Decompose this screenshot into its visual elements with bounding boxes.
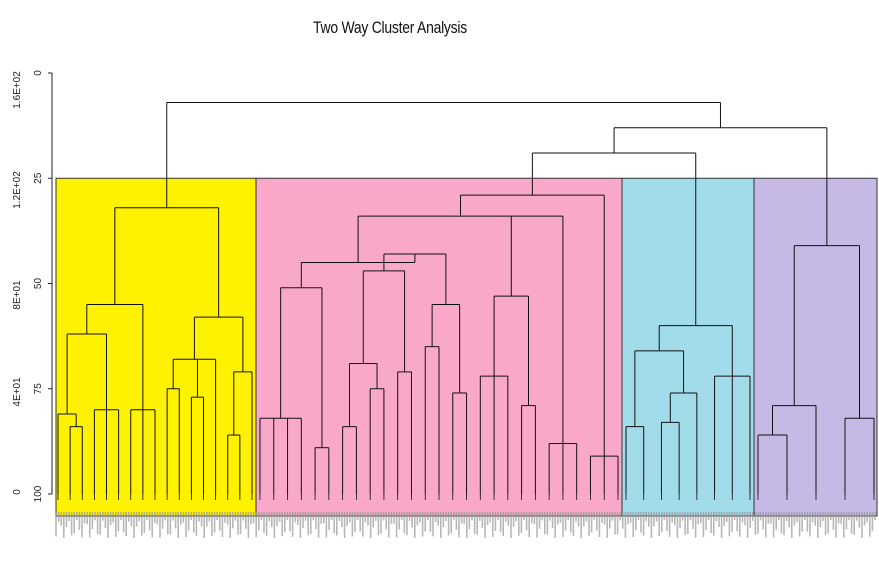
y-tick-label: 25 <box>33 172 44 184</box>
secondary-tick-label: 4E+01 <box>12 377 23 407</box>
secondary-tick-label: 8E+01 <box>12 280 23 310</box>
cluster-panel-3 <box>621 177 755 517</box>
y-tick-label: 75 <box>33 383 44 395</box>
y-tick-label: 0 <box>33 70 44 76</box>
y-tick-label: 100 <box>33 485 44 502</box>
secondary-tick-label: 1.2E+02 <box>12 171 23 209</box>
cluster-panel-1 <box>55 177 257 517</box>
secondary-tick-label: 0 <box>12 489 23 495</box>
y-tick-label: 50 <box>33 278 44 290</box>
secondary-tick-label: 1.6E+02 <box>12 71 23 109</box>
chart-title: Two Way Cluster Analysis <box>313 18 467 37</box>
